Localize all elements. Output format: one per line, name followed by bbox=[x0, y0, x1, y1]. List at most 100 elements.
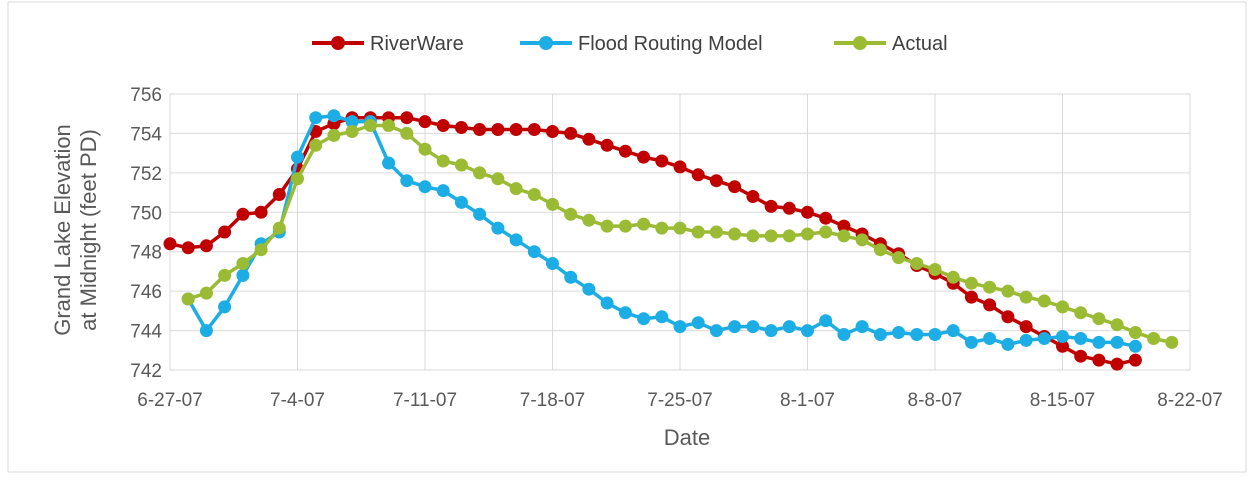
data-point-actual bbox=[254, 243, 268, 257]
data-point-flood-routing-model bbox=[582, 282, 596, 296]
legend-label-riverware: RiverWare bbox=[370, 33, 464, 55]
data-point-actual bbox=[746, 229, 760, 243]
data-point-actual bbox=[582, 213, 596, 227]
data-point-riverware bbox=[618, 144, 632, 158]
data-point-flood-routing-model bbox=[655, 310, 669, 324]
data-point-flood-routing-model bbox=[1110, 335, 1124, 349]
data-point-actual bbox=[1092, 312, 1106, 326]
legend-item-flood-routing-model: Flood Routing Model bbox=[520, 33, 763, 55]
data-point-actual bbox=[1001, 284, 1015, 298]
data-point-riverware bbox=[1019, 320, 1033, 334]
data-point-riverware bbox=[1056, 339, 1069, 353]
data-point-actual bbox=[1165, 335, 1179, 349]
data-point-flood-routing-model bbox=[236, 268, 250, 282]
data-point-actual bbox=[764, 229, 778, 243]
data-point-flood-routing-model bbox=[709, 324, 723, 338]
data-point-riverware bbox=[1074, 349, 1088, 363]
data-point-flood-routing-model bbox=[964, 335, 978, 349]
legend-marker-riverware bbox=[331, 36, 345, 50]
data-point-actual bbox=[637, 217, 651, 231]
data-point-actual bbox=[600, 219, 614, 233]
data-point-actual bbox=[527, 188, 541, 201]
y-tick-label: 752 bbox=[130, 164, 162, 185]
data-point-riverware bbox=[728, 180, 742, 194]
data-point-flood-routing-model bbox=[910, 328, 924, 341]
data-point-flood-routing-model bbox=[728, 320, 742, 334]
data-point-riverware bbox=[1092, 353, 1106, 367]
data-point-riverware bbox=[600, 138, 614, 152]
data-point-actual bbox=[291, 172, 304, 186]
legend: RiverWare Flood Routing Model Actual bbox=[312, 33, 948, 55]
data-point-flood-routing-model bbox=[199, 324, 213, 338]
data-point-flood-routing-model bbox=[454, 195, 468, 209]
data-point-riverware bbox=[691, 168, 705, 182]
data-point-riverware bbox=[473, 123, 487, 136]
data-point-riverware bbox=[236, 207, 250, 221]
data-point-actual bbox=[709, 225, 723, 239]
data-point-flood-routing-model bbox=[1074, 332, 1088, 345]
data-point-riverware bbox=[1001, 310, 1015, 324]
x-tick-label: 6-27-07 bbox=[137, 390, 203, 411]
grid bbox=[169, 93, 1191, 371]
data-point-flood-routing-model bbox=[1056, 330, 1069, 343]
data-point-flood-routing-model bbox=[345, 115, 359, 129]
data-point-actual bbox=[363, 119, 377, 132]
data-point-flood-routing-model bbox=[837, 328, 851, 341]
series-riverware bbox=[163, 111, 1142, 371]
data-point-actual bbox=[819, 225, 833, 239]
y-axis-title-line-1: Grand Lake Elevation bbox=[50, 124, 75, 336]
data-point-flood-routing-model bbox=[400, 174, 414, 188]
data-point-riverware bbox=[181, 241, 195, 255]
data-point-flood-routing-model bbox=[819, 314, 833, 328]
data-point-riverware bbox=[837, 219, 851, 233]
data-point-actual bbox=[400, 126, 414, 140]
data-point-actual bbox=[564, 207, 578, 221]
x-tick-label: 7-11-07 bbox=[393, 390, 457, 411]
data-point-flood-routing-model bbox=[892, 326, 906, 339]
data-point-actual bbox=[837, 229, 851, 243]
data-point-riverware bbox=[1128, 353, 1142, 367]
data-point-riverware bbox=[983, 298, 997, 312]
x-tick-label: 7-25-07 bbox=[647, 390, 713, 411]
x-tick-label: 8-1-07 bbox=[780, 390, 835, 411]
y-tick-label: 742 bbox=[130, 361, 162, 382]
data-point-flood-routing-model bbox=[801, 324, 814, 338]
data-point-actual bbox=[855, 233, 869, 247]
data-point-actual bbox=[491, 172, 505, 186]
data-point-riverware bbox=[527, 123, 541, 136]
data-point-flood-routing-model bbox=[746, 320, 760, 334]
data-point-riverware bbox=[964, 290, 978, 304]
data-point-actual bbox=[910, 257, 924, 270]
data-point-flood-routing-model bbox=[855, 320, 869, 334]
data-point-riverware bbox=[782, 201, 796, 215]
data-point-riverware bbox=[582, 132, 596, 146]
legend-marker-flood-routing-model bbox=[539, 36, 553, 50]
data-point-actual bbox=[801, 227, 814, 241]
y-axis-title-line-2: at Midnight (feet PD) bbox=[76, 129, 101, 331]
data-point-flood-routing-model bbox=[436, 184, 450, 198]
data-point-actual bbox=[691, 225, 705, 239]
legend-marker-actual bbox=[853, 36, 867, 50]
data-point-flood-routing-model bbox=[309, 111, 323, 125]
data-point-actual bbox=[473, 166, 487, 180]
data-point-riverware bbox=[272, 188, 286, 201]
data-point-actual bbox=[964, 276, 978, 290]
data-point-flood-routing-model bbox=[491, 221, 505, 235]
data-point-actual bbox=[436, 154, 450, 168]
data-point-flood-routing-model bbox=[946, 324, 960, 338]
data-point-actual bbox=[546, 197, 559, 211]
data-point-flood-routing-model bbox=[564, 270, 578, 284]
data-point-actual bbox=[382, 119, 396, 132]
data-point-actual bbox=[509, 182, 523, 196]
data-point-riverware bbox=[218, 225, 232, 239]
data-point-flood-routing-model bbox=[291, 150, 304, 164]
data-point-flood-routing-model bbox=[1128, 339, 1142, 353]
legend-item-actual: Actual bbox=[834, 33, 948, 55]
data-point-actual bbox=[728, 227, 742, 241]
x-tick-label: 7-18-07 bbox=[520, 390, 586, 411]
x-axis-ticks: 6-27-07 7-4-07 7-11-07 7-18-07 7-25-07 8-1-07… bbox=[137, 390, 1223, 411]
data-point-flood-routing-model bbox=[382, 156, 396, 170]
legend-label-flood-routing-model: Flood Routing Model bbox=[578, 33, 763, 55]
data-point-flood-routing-model bbox=[983, 332, 997, 345]
